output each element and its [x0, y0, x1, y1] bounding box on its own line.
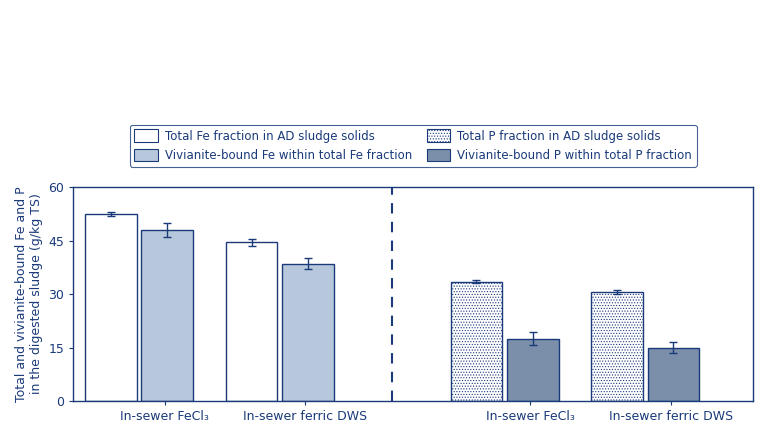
Bar: [282, 264, 333, 401]
Bar: [647, 347, 699, 401]
Bar: [451, 282, 502, 401]
Bar: [85, 214, 137, 401]
Bar: [591, 292, 643, 401]
Y-axis label: Total and vivianite-bound Fe and P
in the digested sludge (g/kg TS): Total and vivianite-bound Fe and P in th…: [15, 186, 43, 402]
Bar: [226, 242, 277, 401]
Legend: Total Fe fraction in AD sludge solids, Vivianite-bound Fe within total Fe fracti: Total Fe fraction in AD sludge solids, V…: [130, 124, 697, 167]
Bar: [507, 339, 558, 401]
Bar: [141, 230, 193, 401]
